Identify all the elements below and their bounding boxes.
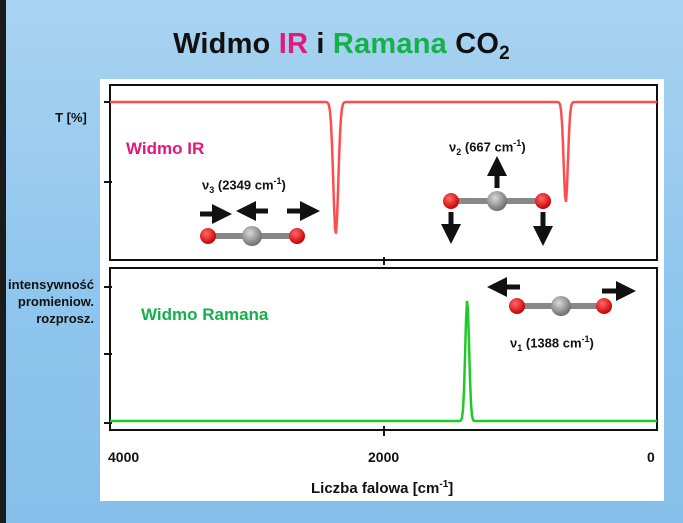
title-raman: Ramana — [332, 28, 447, 60]
nu2-label: ν2 (667 cm-1) — [449, 138, 526, 157]
left-edge-bar — [0, 0, 6, 523]
ir-panel-frame — [109, 84, 658, 261]
raman-ylabel-line: intensywność — [8, 277, 94, 292]
x-tick-label-0: 0 — [647, 449, 655, 465]
ir-series-label: Widmo IR — [126, 139, 205, 158]
nu3-label: ν3 (2349 cm-1) — [202, 176, 286, 195]
raman-ylabel-line: rozprosz. — [36, 311, 94, 326]
title-prefix: Widmo — [173, 28, 279, 60]
x-tick-label-2000: 2000 — [368, 449, 400, 465]
ir-trace-line — [110, 100, 657, 234]
raman-series-label: Widmo Ramana — [141, 305, 269, 324]
x-axis-label: Liczba falowa [cm-1] — [311, 479, 454, 497]
raman-ylabel-line: promieniow. — [17, 294, 94, 309]
title-ir: IR — [278, 28, 309, 60]
co2-molecule-nu1 — [487, 277, 636, 316]
title-suffix: CO — [446, 28, 500, 60]
ir-y-axis-label: T [%] — [55, 110, 87, 125]
slide-title: Widmo IR i Ramana CO2 — [0, 28, 683, 65]
nu1-label: ν1 (1388 cm-1) — [510, 334, 594, 353]
raman-trace-line — [110, 300, 657, 423]
raman-y-axis-label: intensywność promieniow. rozprosz. — [2, 276, 94, 327]
x-tick-label-4000: 4000 — [108, 449, 140, 465]
co2-molecule-nu2 — [441, 156, 553, 246]
title-subscript: 2 — [499, 43, 510, 64]
co2-molecule-nu3 — [200, 201, 320, 246]
title-middle: i — [308, 28, 333, 60]
